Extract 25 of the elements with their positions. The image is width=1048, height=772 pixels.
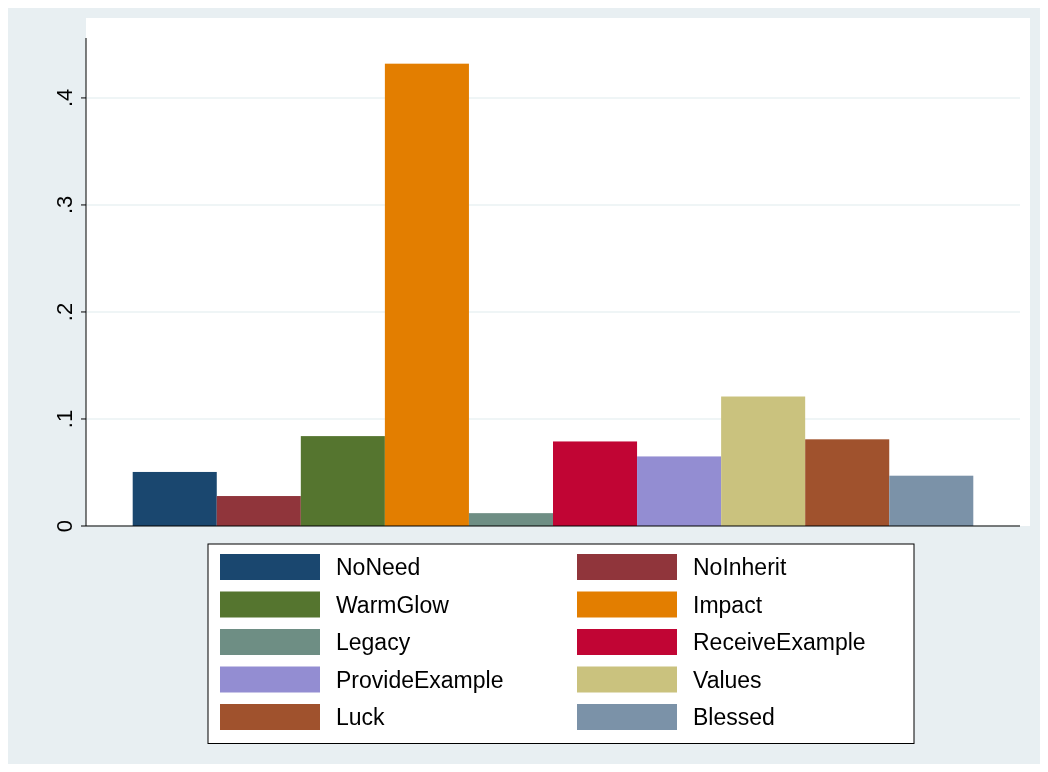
bar bbox=[468, 513, 553, 526]
y-tick-label: .1 bbox=[52, 409, 77, 429]
legend-label: Legacy bbox=[336, 629, 411, 655]
bar bbox=[384, 63, 469, 526]
bar bbox=[637, 456, 722, 526]
y-tick-label: .3 bbox=[52, 195, 77, 215]
bar bbox=[889, 475, 974, 526]
legend-label: Impact bbox=[693, 591, 763, 618]
legend-label: NoInherit bbox=[693, 554, 787, 580]
y-tick-label: .4 bbox=[52, 88, 77, 108]
y-tick-label: .2 bbox=[52, 302, 77, 322]
legend-label: Blessed bbox=[693, 704, 775, 730]
bar bbox=[721, 396, 806, 526]
y-tick-label: 0 bbox=[52, 519, 77, 533]
bar bbox=[805, 439, 890, 526]
bar bbox=[216, 496, 301, 526]
legend-label: Luck bbox=[336, 704, 386, 730]
bar bbox=[553, 441, 638, 526]
legend-label: NoNeed bbox=[336, 554, 421, 580]
legend-label: WarmGlow bbox=[336, 591, 450, 618]
legend-label: Values bbox=[693, 666, 762, 693]
bar bbox=[300, 436, 385, 526]
legend-label: ProvideExample bbox=[336, 666, 504, 693]
bar bbox=[132, 471, 217, 526]
legend-label: ReceiveExample bbox=[693, 629, 866, 655]
